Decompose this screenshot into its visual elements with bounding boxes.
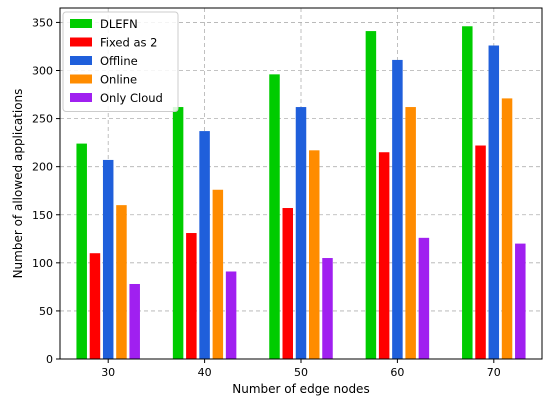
bar-online	[309, 150, 320, 359]
y-axis-label: Number of allowed applications	[11, 89, 25, 279]
x-tick-label: 50	[294, 366, 308, 379]
y-tick-label: 200	[32, 161, 53, 174]
x-tick-label: 70	[487, 366, 501, 379]
bar-fixed-as-2	[475, 145, 486, 359]
y-tick-label: 250	[32, 113, 53, 126]
bar-only-cloud	[322, 258, 333, 359]
y-tick-label: 50	[39, 305, 53, 318]
bar-only-cloud	[418, 237, 430, 359]
bar-only-cloud	[515, 243, 526, 359]
bar-offline	[199, 131, 210, 359]
bar-online	[212, 189, 224, 359]
bar-fixed-as-2	[186, 233, 197, 359]
bar-offline	[392, 59, 403, 359]
legend-entry: DLEFN	[100, 17, 138, 31]
bar-dlefn	[462, 26, 473, 359]
legend-entry: Fixed as 2	[100, 36, 157, 50]
bar-fixed-as-2	[89, 253, 101, 359]
legend: DLEFN Fixed as 2 Offline Online Only Cloud	[62, 11, 179, 112]
legend-swatch	[70, 37, 92, 47]
y-tick-label: 300	[32, 65, 53, 78]
x-axis-label: Number of edge nodes	[232, 382, 369, 396]
y-tick-label: 150	[32, 209, 53, 222]
legend-box	[62, 11, 179, 112]
bar-dlefn	[365, 31, 377, 359]
legend-entry: Only Cloud	[100, 91, 163, 105]
bar-online	[405, 107, 416, 359]
bar-fixed-as-2	[378, 152, 390, 359]
bar-dlefn	[172, 107, 184, 359]
bar-fixed-as-2	[282, 208, 293, 359]
bar-only-cloud	[225, 271, 237, 359]
y-tick-label: 100	[32, 257, 53, 270]
legend-swatch	[70, 19, 92, 28]
legend-entry: Online	[100, 73, 137, 87]
y-tick-label: 350	[32, 16, 53, 29]
bar-online	[501, 98, 513, 359]
legend-entry: Offline	[100, 54, 138, 68]
legend-swatch	[70, 93, 92, 102]
y-tick-label: 0	[46, 353, 53, 366]
x-tick-label: 60	[390, 366, 404, 379]
bar-offline	[295, 107, 307, 359]
bar-only-cloud	[129, 283, 140, 359]
y-axis-ticks: 0 50 100 150 200 250 300 350	[32, 16, 60, 366]
bars	[76, 26, 526, 359]
bar-online	[116, 205, 127, 359]
x-tick-label: 30	[101, 366, 115, 379]
bar-dlefn	[76, 143, 87, 359]
x-tick-label: 40	[198, 366, 212, 379]
legend-swatch	[70, 56, 92, 65]
legend-swatch	[70, 74, 92, 84]
x-axis-ticks: 30 40 50 60 70	[101, 359, 501, 379]
bar-offline	[102, 159, 114, 359]
bar-offline	[488, 45, 500, 359]
bar-dlefn	[269, 74, 280, 359]
